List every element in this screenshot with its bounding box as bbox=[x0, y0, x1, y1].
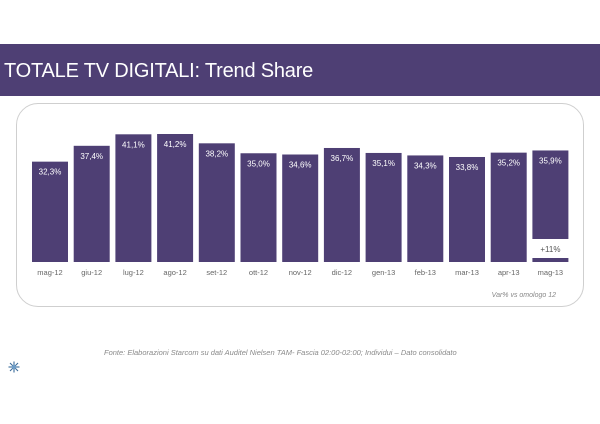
source-footnote: Fonte: Elaborazioni Starcom su dati Audi… bbox=[104, 348, 457, 357]
bar bbox=[157, 134, 194, 262]
bar-value-label: 35,9% bbox=[539, 156, 562, 165]
x-tick-label: set-12 bbox=[206, 268, 227, 277]
starcom-star-icon bbox=[8, 361, 20, 373]
bar-value-label: 34,3% bbox=[414, 161, 437, 170]
bar bbox=[115, 134, 152, 262]
bar bbox=[449, 156, 485, 262]
bar-value-label: 35,2% bbox=[497, 159, 520, 168]
x-tick-label: mag-12 bbox=[37, 268, 62, 277]
bar bbox=[32, 161, 68, 262]
x-tick-label: mag-13 bbox=[538, 268, 563, 277]
page-title: TOTALE TV DIGITALI: Trend Share bbox=[4, 60, 314, 82]
x-tick-label: gen-13 bbox=[372, 268, 395, 277]
bar-value-label: 35,1% bbox=[372, 159, 395, 168]
bar-value-label: 41,2% bbox=[164, 140, 187, 149]
bar-value-label: 35,0% bbox=[247, 159, 270, 168]
bar-value-label: 38,2% bbox=[205, 149, 228, 158]
bar bbox=[198, 143, 235, 262]
x-tick-label: apr-13 bbox=[498, 268, 520, 277]
x-tick-label: giu-12 bbox=[81, 268, 102, 277]
x-tick-label: ago-12 bbox=[163, 268, 186, 277]
bar bbox=[73, 145, 110, 262]
x-tick-label: feb-13 bbox=[415, 268, 436, 277]
bar bbox=[282, 154, 319, 262]
bar-value-label: 37,4% bbox=[80, 152, 103, 161]
bar bbox=[365, 152, 402, 262]
bar bbox=[532, 150, 569, 239]
bar bbox=[240, 153, 277, 262]
bar-value-label: 36,7% bbox=[331, 154, 354, 163]
x-tick-label: ott-12 bbox=[249, 268, 268, 277]
x-tick-label: nov-12 bbox=[289, 268, 312, 277]
bar-value-label: 34,6% bbox=[289, 161, 312, 170]
x-tick-label: lug-12 bbox=[123, 268, 144, 277]
variation-note: Var% vs omologo 12 bbox=[492, 292, 556, 299]
bar-value-label: 32,3% bbox=[39, 168, 62, 177]
x-tick-label: dic-12 bbox=[332, 268, 352, 277]
annotation-box bbox=[532, 239, 569, 258]
bar bbox=[407, 155, 444, 262]
x-tick-label: mar-13 bbox=[455, 268, 479, 277]
bar-base bbox=[532, 258, 569, 262]
bar-value-label: 41,1% bbox=[122, 140, 145, 149]
bar bbox=[323, 147, 360, 262]
title-bar bbox=[0, 44, 600, 96]
bar bbox=[490, 152, 527, 262]
bar-value-label: 33,8% bbox=[456, 163, 479, 172]
variation-annotation: +11% bbox=[540, 245, 560, 254]
